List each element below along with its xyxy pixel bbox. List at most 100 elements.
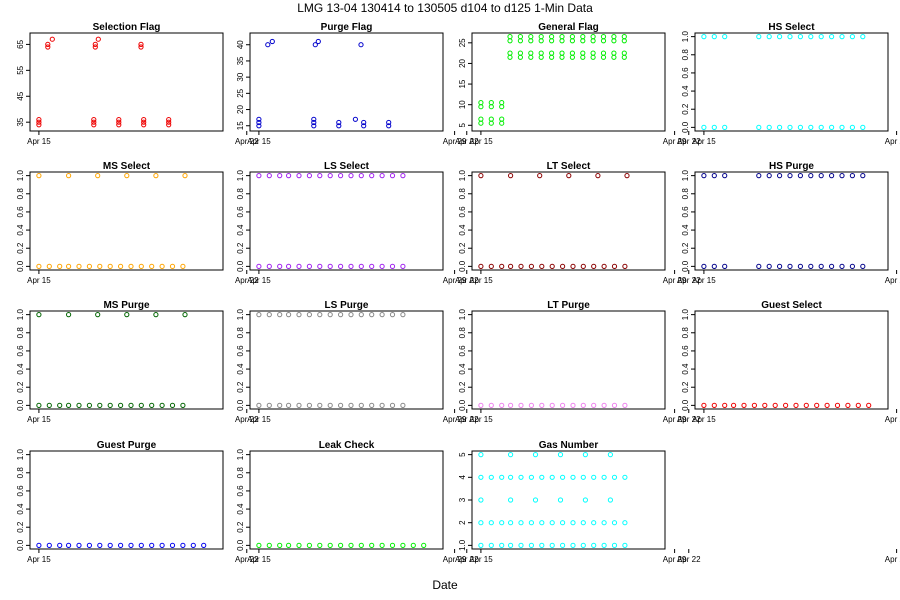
data-point bbox=[169, 542, 176, 549]
x-tick-label: Apr 15 bbox=[247, 137, 271, 146]
data-point bbox=[317, 173, 323, 179]
data-point bbox=[312, 42, 318, 48]
data-point bbox=[49, 36, 55, 42]
data-point bbox=[834, 402, 841, 408]
data-point bbox=[478, 497, 484, 503]
data-point bbox=[849, 173, 856, 179]
y-tick-label: 0.2 bbox=[236, 521, 245, 533]
data-point bbox=[66, 173, 72, 179]
data-point bbox=[528, 542, 535, 549]
data-point bbox=[57, 263, 63, 269]
data-point bbox=[361, 119, 367, 126]
y-tick-label: 15 bbox=[236, 121, 245, 130]
data-point bbox=[499, 263, 505, 269]
x-tick-label: Apr 22 bbox=[455, 137, 479, 146]
data-point bbox=[559, 34, 565, 40]
x-tick-label: Apr 15 bbox=[469, 276, 493, 285]
data-point bbox=[499, 520, 505, 526]
y-tick-label: 0.4 bbox=[681, 224, 690, 236]
data-point bbox=[766, 34, 772, 40]
data-point bbox=[180, 402, 186, 408]
data-point bbox=[600, 38, 607, 44]
data-point bbox=[266, 542, 272, 549]
data-point bbox=[559, 50, 565, 56]
data-point bbox=[389, 263, 396, 269]
data-point bbox=[92, 41, 98, 48]
y-tick-label: 0.0 bbox=[458, 260, 467, 272]
y-tick-label: 0.0 bbox=[236, 260, 245, 272]
data-point bbox=[369, 263, 375, 269]
y-tick-label: 5 bbox=[458, 123, 467, 128]
x-tick-label: Apr 22 bbox=[677, 137, 701, 146]
data-point bbox=[138, 542, 144, 549]
panel-title: MS Select bbox=[103, 161, 151, 172]
data-point bbox=[141, 117, 147, 123]
data-point bbox=[95, 173, 101, 179]
data-point bbox=[45, 44, 51, 50]
data-point bbox=[829, 124, 835, 131]
y-tick-label: 10 bbox=[458, 100, 467, 109]
x-tick-label: Apr 29 bbox=[663, 137, 687, 146]
y-tick-label: 0.8 bbox=[681, 327, 690, 339]
x-tick-label: Apr 22 bbox=[455, 276, 479, 285]
data-point bbox=[539, 263, 545, 269]
data-point bbox=[787, 34, 793, 40]
data-point bbox=[508, 542, 514, 549]
data-point bbox=[306, 173, 312, 179]
data-point bbox=[557, 452, 564, 458]
y-tick-label: 0.2 bbox=[458, 242, 467, 254]
data-point bbox=[787, 173, 793, 179]
data-point bbox=[182, 173, 188, 179]
data-point bbox=[36, 119, 42, 125]
data-point bbox=[601, 520, 607, 526]
data-point bbox=[557, 497, 564, 503]
data-point bbox=[138, 44, 144, 50]
data-point bbox=[808, 263, 814, 269]
data-point bbox=[266, 263, 272, 269]
data-point bbox=[256, 263, 262, 269]
data-point bbox=[528, 38, 534, 44]
data-point bbox=[829, 173, 835, 179]
data-point bbox=[772, 402, 778, 408]
data-point bbox=[138, 263, 144, 269]
data-point bbox=[118, 402, 124, 408]
data-point bbox=[478, 402, 484, 408]
y-tick-label: 0.6 bbox=[16, 485, 25, 497]
y-tick-label: 1.0 bbox=[681, 309, 690, 321]
data-point bbox=[518, 263, 524, 269]
y-tick-label: 0.4 bbox=[236, 363, 245, 375]
data-point bbox=[306, 402, 312, 408]
data-point bbox=[845, 402, 851, 408]
data-point bbox=[591, 263, 597, 269]
data-point bbox=[751, 402, 758, 408]
data-point bbox=[317, 542, 323, 549]
y-tick-label: 1.0 bbox=[681, 31, 690, 43]
data-point bbox=[45, 41, 51, 48]
data-point bbox=[569, 54, 576, 60]
data-point bbox=[560, 263, 566, 269]
data-point bbox=[138, 402, 144, 408]
data-point bbox=[580, 34, 586, 40]
data-point bbox=[518, 542, 524, 549]
y-tick-label: 0.2 bbox=[681, 242, 690, 254]
data-point bbox=[128, 263, 134, 269]
data-point bbox=[286, 402, 292, 408]
data-point bbox=[570, 542, 576, 549]
data-point bbox=[580, 38, 586, 44]
data-point bbox=[379, 542, 385, 549]
data-point bbox=[256, 173, 262, 179]
panel-title: LT Purge bbox=[547, 300, 590, 311]
y-tick-label: 0.4 bbox=[236, 503, 245, 515]
panel-title: MS Purge bbox=[103, 300, 150, 311]
data-point bbox=[528, 54, 534, 60]
y-tick-label: 45 bbox=[16, 91, 25, 100]
data-point bbox=[256, 542, 262, 549]
data-point bbox=[124, 312, 130, 318]
data-point bbox=[508, 402, 514, 408]
y-tick-label: 0.0 bbox=[16, 399, 25, 411]
data-point bbox=[818, 124, 824, 131]
data-point bbox=[528, 520, 535, 526]
x-tick-label: Apr 29 bbox=[885, 137, 900, 146]
